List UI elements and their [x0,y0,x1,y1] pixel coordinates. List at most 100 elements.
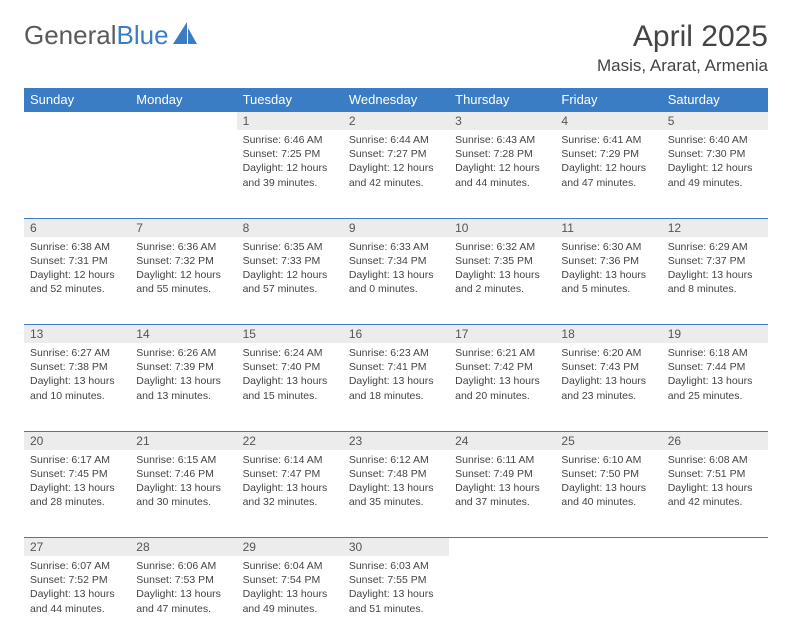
header: GeneralBlue April 2025 Masis, Ararat, Ar… [24,20,768,76]
daylight-line: Daylight: 13 hours and 42 minutes. [668,481,762,509]
day-content-cell: Sunrise: 6:06 AMSunset: 7:53 PMDaylight:… [130,556,236,644]
day-number-cell: 8 [237,218,343,237]
sunrise-line: Sunrise: 6:17 AM [30,453,124,467]
day-number-cell: 18 [555,325,661,344]
daylight-line: Daylight: 13 hours and 40 minutes. [561,481,655,509]
daylight-line: Daylight: 13 hours and 47 minutes. [136,587,230,615]
day-content-row: Sunrise: 6:46 AMSunset: 7:25 PMDaylight:… [24,130,768,218]
day-content-cell: Sunrise: 6:17 AMSunset: 7:45 PMDaylight:… [24,450,130,538]
day-number-cell: 27 [24,538,130,557]
day-content-cell: Sunrise: 6:20 AMSunset: 7:43 PMDaylight:… [555,343,661,431]
sunrise-line: Sunrise: 6:29 AM [668,240,762,254]
sunrise-line: Sunrise: 6:14 AM [243,453,337,467]
sunrise-line: Sunrise: 6:38 AM [30,240,124,254]
weekday-header: Friday [555,88,661,112]
day-content-cell: Sunrise: 6:24 AMSunset: 7:40 PMDaylight:… [237,343,343,431]
sunset-line: Sunset: 7:44 PM [668,360,762,374]
daylight-line: Daylight: 13 hours and 35 minutes. [349,481,443,509]
sunrise-line: Sunrise: 6:24 AM [243,346,337,360]
day-number-cell: 25 [555,431,661,450]
sunrise-line: Sunrise: 6:06 AM [136,559,230,573]
daylight-line: Daylight: 13 hours and 37 minutes. [455,481,549,509]
day-number-cell: 28 [130,538,236,557]
day-number-row: 13141516171819 [24,325,768,344]
day-number-row: 6789101112 [24,218,768,237]
day-content-cell: Sunrise: 6:07 AMSunset: 7:52 PMDaylight:… [24,556,130,644]
sunrise-line: Sunrise: 6:41 AM [561,133,655,147]
sunrise-line: Sunrise: 6:27 AM [30,346,124,360]
sunrise-line: Sunrise: 6:36 AM [136,240,230,254]
day-content-cell: Sunrise: 6:11 AMSunset: 7:49 PMDaylight:… [449,450,555,538]
daylight-line: Daylight: 13 hours and 5 minutes. [561,268,655,296]
daylight-line: Daylight: 13 hours and 49 minutes. [243,587,337,615]
logo-text-gray: General [24,20,117,51]
sunset-line: Sunset: 7:51 PM [668,467,762,481]
day-number-cell [449,538,555,557]
weekday-header: Wednesday [343,88,449,112]
day-content-cell: Sunrise: 6:29 AMSunset: 7:37 PMDaylight:… [662,237,768,325]
day-content-cell [130,130,236,218]
sunset-line: Sunset: 7:55 PM [349,573,443,587]
sunrise-line: Sunrise: 6:43 AM [455,133,549,147]
day-number-cell [130,112,236,131]
daylight-line: Daylight: 12 hours and 39 minutes. [243,161,337,189]
daylight-line: Daylight: 13 hours and 25 minutes. [668,374,762,402]
day-number-cell: 6 [24,218,130,237]
sunset-line: Sunset: 7:32 PM [136,254,230,268]
day-content-cell: Sunrise: 6:15 AMSunset: 7:46 PMDaylight:… [130,450,236,538]
sunrise-line: Sunrise: 6:18 AM [668,346,762,360]
day-content-cell: Sunrise: 6:21 AMSunset: 7:42 PMDaylight:… [449,343,555,431]
day-number-row: 27282930 [24,538,768,557]
weekday-header-row: SundayMondayTuesdayWednesdayThursdayFrid… [24,88,768,112]
day-number-cell: 23 [343,431,449,450]
day-content-cell: Sunrise: 6:41 AMSunset: 7:29 PMDaylight:… [555,130,661,218]
daylight-line: Daylight: 13 hours and 20 minutes. [455,374,549,402]
sunrise-line: Sunrise: 6:08 AM [668,453,762,467]
day-number-cell: 3 [449,112,555,131]
day-number-row: 12345 [24,112,768,131]
day-number-row: 20212223242526 [24,431,768,450]
day-number-cell: 22 [237,431,343,450]
sunset-line: Sunset: 7:48 PM [349,467,443,481]
sunrise-line: Sunrise: 6:10 AM [561,453,655,467]
sunset-line: Sunset: 7:52 PM [30,573,124,587]
sunrise-line: Sunrise: 6:32 AM [455,240,549,254]
daylight-line: Daylight: 13 hours and 10 minutes. [30,374,124,402]
logo-sail-icon [173,20,199,51]
sunset-line: Sunset: 7:35 PM [455,254,549,268]
day-number-cell: 29 [237,538,343,557]
day-number-cell: 24 [449,431,555,450]
sunrise-line: Sunrise: 6:40 AM [668,133,762,147]
logo-text-blue: Blue [117,20,169,51]
sunrise-line: Sunrise: 6:21 AM [455,346,549,360]
sunset-line: Sunset: 7:53 PM [136,573,230,587]
day-number-cell: 21 [130,431,236,450]
month-title: April 2025 [597,20,768,54]
sunset-line: Sunset: 7:49 PM [455,467,549,481]
sunrise-line: Sunrise: 6:26 AM [136,346,230,360]
sunrise-line: Sunrise: 6:20 AM [561,346,655,360]
day-content-cell: Sunrise: 6:30 AMSunset: 7:36 PMDaylight:… [555,237,661,325]
day-content-cell: Sunrise: 6:36 AMSunset: 7:32 PMDaylight:… [130,237,236,325]
sunset-line: Sunset: 7:29 PM [561,147,655,161]
sunrise-line: Sunrise: 6:12 AM [349,453,443,467]
daylight-line: Daylight: 12 hours and 52 minutes. [30,268,124,296]
weekday-header: Saturday [662,88,768,112]
sunset-line: Sunset: 7:37 PM [668,254,762,268]
day-number-cell: 12 [662,218,768,237]
day-number-cell: 20 [24,431,130,450]
sunset-line: Sunset: 7:28 PM [455,147,549,161]
day-number-cell [24,112,130,131]
day-content-cell: Sunrise: 6:40 AMSunset: 7:30 PMDaylight:… [662,130,768,218]
sunrise-line: Sunrise: 6:35 AM [243,240,337,254]
sunset-line: Sunset: 7:34 PM [349,254,443,268]
day-number-cell: 2 [343,112,449,131]
day-number-cell: 5 [662,112,768,131]
sunset-line: Sunset: 7:31 PM [30,254,124,268]
day-content-cell: Sunrise: 6:32 AMSunset: 7:35 PMDaylight:… [449,237,555,325]
sunset-line: Sunset: 7:42 PM [455,360,549,374]
day-number-cell [662,538,768,557]
weekday-header: Thursday [449,88,555,112]
daylight-line: Daylight: 13 hours and 8 minutes. [668,268,762,296]
day-content-row: Sunrise: 6:27 AMSunset: 7:38 PMDaylight:… [24,343,768,431]
